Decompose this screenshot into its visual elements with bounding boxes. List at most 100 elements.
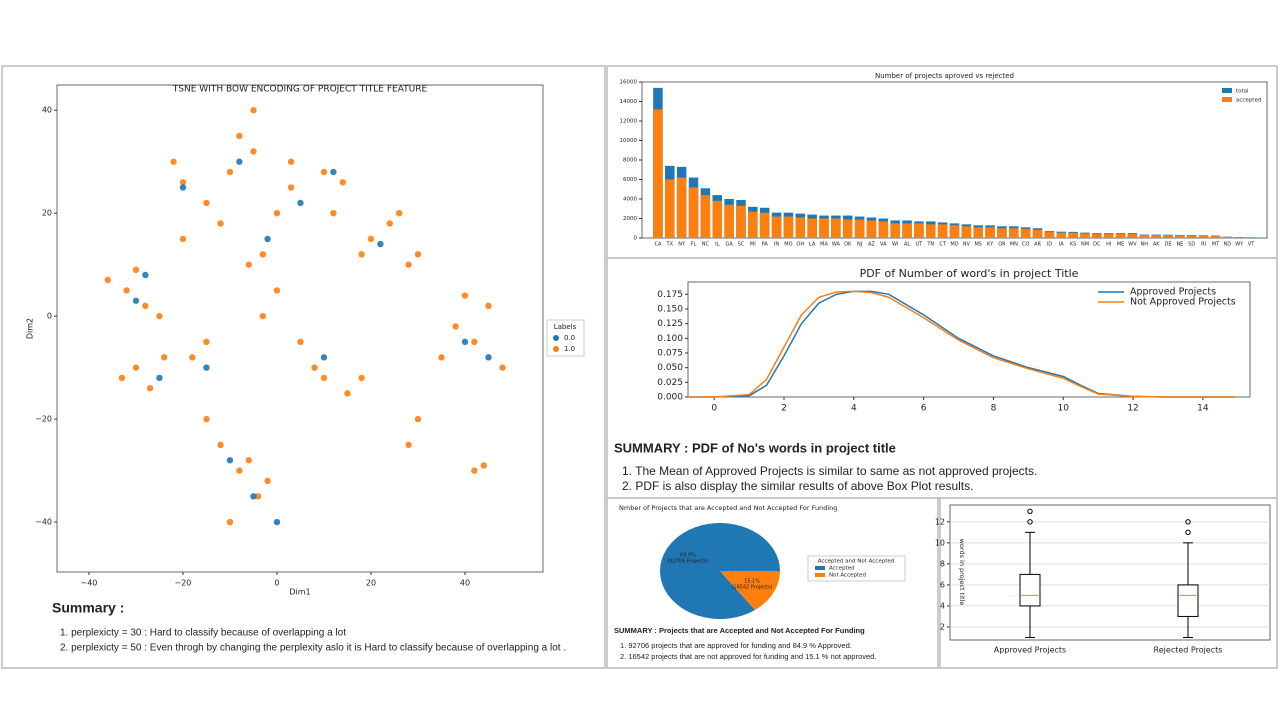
- point: [320, 168, 328, 176]
- bar: [807, 218, 817, 238]
- y-tick-label: 2: [940, 622, 945, 631]
- bar: [866, 220, 877, 238]
- bar: [795, 217, 806, 238]
- point: [203, 364, 210, 371]
- bar: [854, 219, 865, 238]
- point: [245, 457, 252, 464]
- legend-label: accepted: [1236, 98, 1261, 104]
- x-tick-label: PA: [762, 242, 769, 248]
- x-tick-label: SD: [1188, 242, 1195, 248]
- point: [297, 199, 304, 207]
- point: [287, 158, 295, 165]
- x-tick-label: 0: [711, 404, 717, 414]
- y-tick-label: 0: [47, 312, 52, 321]
- bar: [902, 223, 912, 238]
- x-tick-label: 10: [1058, 404, 1070, 414]
- y-tick-label: 0.050: [657, 363, 683, 373]
- x-tick-label: 20: [366, 579, 376, 588]
- x-tick-label: KS: [1070, 242, 1076, 248]
- point: [377, 240, 384, 248]
- x-tick-label: MD: [950, 242, 958, 248]
- point: [132, 297, 140, 304]
- bar: [1246, 237, 1256, 238]
- x-tick-label: WA: [832, 242, 841, 248]
- point: [118, 374, 126, 382]
- point: [297, 338, 304, 346]
- bar: [771, 216, 782, 238]
- x-tick-label: SC: [738, 242, 745, 248]
- x-tick-label: MI: [750, 242, 756, 248]
- bar: [1234, 237, 1244, 238]
- bar: [1044, 232, 1055, 238]
- y-tick-label: 0: [634, 236, 638, 242]
- point: [367, 235, 375, 243]
- x-tick-label: HI: [1106, 242, 1111, 248]
- point: [259, 251, 267, 258]
- bar: [1009, 228, 1019, 238]
- point: [179, 179, 187, 186]
- bar: [688, 187, 699, 238]
- point: [273, 518, 281, 526]
- point: [236, 158, 243, 165]
- x-tick-label: 2: [781, 404, 787, 414]
- bar: [1151, 235, 1161, 238]
- legend-title: Labels: [554, 323, 577, 331]
- point: [405, 261, 412, 268]
- point: [236, 467, 243, 474]
- y-tick-label: 0.125: [657, 319, 683, 329]
- x-axis-label: Dim1: [289, 588, 310, 597]
- point: [339, 179, 346, 186]
- legend-label: total: [1236, 89, 1249, 95]
- summary-item: 1. The Mean of Approved Projects is simi…: [622, 464, 1037, 478]
- point: [104, 276, 111, 284]
- y-tick-label: 10000: [620, 138, 638, 144]
- bar: [1175, 235, 1185, 238]
- x-tick-label: RI: [1201, 242, 1206, 248]
- x-tick-label: KY: [987, 242, 994, 248]
- point: [160, 354, 168, 361]
- point: [259, 312, 267, 320]
- bar: [736, 205, 746, 238]
- x-tick-label: CA: [654, 242, 661, 248]
- bar: [665, 179, 675, 238]
- point: [250, 107, 257, 114]
- point: [438, 354, 445, 361]
- bar: [700, 195, 711, 238]
- x-tick-label: Approved Projects: [994, 646, 1066, 655]
- bar: [1032, 229, 1043, 238]
- bar: [1103, 233, 1114, 238]
- legend-label: Approved Projects: [1130, 287, 1216, 298]
- x-tick-label: FL: [691, 242, 697, 248]
- point: [452, 323, 459, 330]
- x-tick-label: OR: [998, 242, 1006, 248]
- bar: [783, 216, 794, 238]
- point: [254, 493, 262, 500]
- x-tick-label: TN: [926, 242, 934, 248]
- point: [311, 364, 318, 371]
- summary-title: SUMMARY : Projects that are Accepted and…: [614, 626, 865, 635]
- x-tick-label: −40: [81, 579, 98, 588]
- x-tick-label: −20: [175, 579, 192, 588]
- bar: [759, 212, 770, 238]
- y-tick-label: 0.100: [657, 334, 683, 344]
- bar: [1163, 235, 1173, 238]
- bar: [1068, 232, 1078, 238]
- legend-label: Accepted: [829, 566, 855, 572]
- summary-title: Summary :: [52, 600, 124, 616]
- point: [358, 251, 365, 258]
- x-tick-label: IN: [774, 242, 779, 248]
- x-tick-label: AL: [904, 242, 910, 248]
- plot-frame: [949, 504, 1271, 641]
- x-tick-label: MN: [1010, 242, 1018, 248]
- line: [689, 290, 1235, 398]
- point: [179, 184, 187, 191]
- point: [132, 364, 140, 371]
- summary-item: 2. PDF is also display the similar resul…: [622, 479, 973, 493]
- bar: [724, 204, 734, 238]
- x-tick-label: OH: [796, 242, 804, 248]
- x-tick-label: 14: [1197, 404, 1209, 414]
- summary-item: 2. 16542 projects that are not approved …: [620, 652, 876, 661]
- point: [471, 467, 478, 474]
- value-label: 15.1%: [744, 579, 760, 585]
